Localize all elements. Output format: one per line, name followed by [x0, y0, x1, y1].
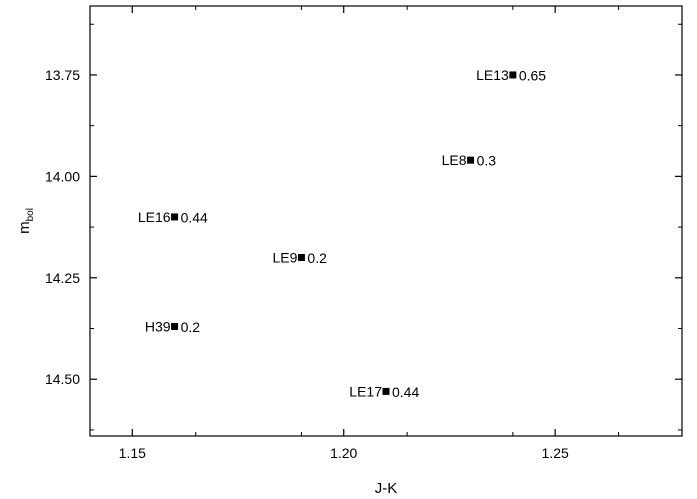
point-marker [467, 157, 474, 164]
y-tick-label: 13.75 [45, 67, 80, 83]
point-value-label: 0.3 [477, 153, 497, 169]
point-value-label: 0.65 [519, 67, 546, 83]
point-name-label: LE16 [138, 209, 171, 225]
x-tick-label: 1.20 [330, 445, 357, 461]
data-point-le8: LE8 0.3 [442, 152, 497, 169]
x-tick-label: 1.25 [542, 445, 569, 461]
y-tick-label: 14.00 [45, 168, 80, 184]
data-point-le13: LE13 0.65 [476, 67, 546, 84]
point-marker [298, 254, 305, 261]
point-marker [171, 213, 178, 220]
y-axis-title-main: m [16, 221, 33, 234]
x-tick-label: 1.15 [119, 445, 146, 461]
y-tick-label: 14.25 [45, 270, 80, 286]
x-axis-title: J-K [375, 480, 398, 497]
data-point-le17: LE17 0.44 [349, 383, 419, 400]
point-name-label: H39 [145, 318, 171, 334]
plot-area-frame [90, 6, 682, 436]
data-point-le16: LE16 0.44 [138, 209, 208, 226]
data-point-le9: LE9 0.2 [273, 250, 328, 267]
point-value-label: 0.44 [392, 384, 419, 400]
point-value-label: 0.2 [307, 250, 327, 266]
point-marker [171, 323, 178, 330]
point-value-label: 0.2 [181, 319, 201, 335]
point-marker [509, 71, 516, 78]
axis-ticks [90, 6, 682, 436]
y-axis-title-subscript: bol [25, 208, 36, 221]
y-tick-label: 14.50 [45, 371, 80, 387]
y-axis-title: mbol [16, 208, 36, 234]
data-point-h39: H39 0.2 [145, 318, 200, 335]
point-name-label: LE17 [349, 383, 382, 399]
point-name-label: LE9 [273, 250, 298, 266]
point-marker [383, 388, 390, 395]
point-name-label: LE8 [442, 152, 467, 168]
point-value-label: 0.44 [181, 209, 208, 225]
data-points: LE13 0.65 LE8 0.3 LE16 0.44 LE9 0.2 H39 0.2 LE17 0.… [138, 67, 546, 400]
point-name-label: LE13 [476, 67, 509, 83]
